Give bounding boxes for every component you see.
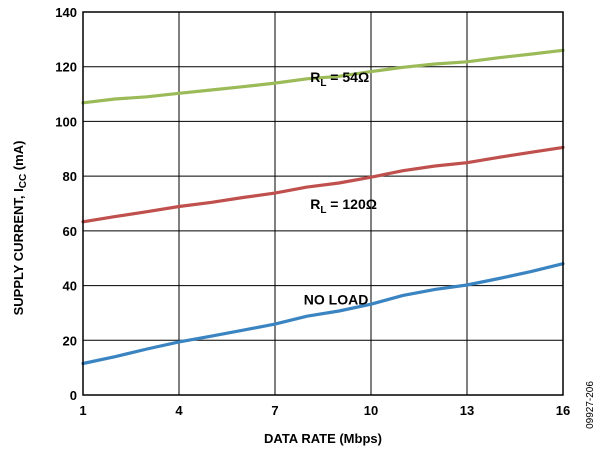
- annotation-subscript: L: [320, 205, 326, 216]
- y-axis-title-unit: (mA): [11, 141, 26, 174]
- annotation-main: R: [310, 69, 320, 85]
- series-line-1: [81, 48, 565, 105]
- x-tick-label: 16: [556, 403, 570, 418]
- y-tick-label: 60: [63, 224, 77, 239]
- grid-lines: [83, 12, 563, 395]
- y-axis-title: SUPPLY CURRENT, ICC (mA): [11, 141, 29, 316]
- y-axis-title-subscript: CC: [18, 174, 29, 188]
- series-line-3: [81, 262, 565, 366]
- x-tick-label: 1: [79, 403, 86, 418]
- annotation-subscript: L: [320, 78, 326, 89]
- annotation-rest: = 54Ω: [326, 69, 369, 85]
- annotation-main: R: [310, 196, 320, 212]
- x-tick-label: 10: [364, 403, 378, 418]
- x-tick-label: 4: [175, 403, 183, 418]
- series-lines: [81, 48, 565, 366]
- x-tick-label: 13: [460, 403, 474, 418]
- y-tick-label: 40: [63, 279, 77, 294]
- series-annotation-3: NO LOAD: [304, 292, 369, 308]
- annotation-main: NO LOAD: [304, 292, 369, 308]
- x-tick-label: 7: [271, 403, 278, 418]
- figure-id: 09927-206: [585, 381, 596, 429]
- series-annotation-2: RL = 120Ω: [310, 196, 377, 216]
- x-axis-title: DATA RATE (Mbps): [264, 431, 382, 446]
- y-tick-label: 20: [63, 333, 77, 348]
- y-axis-title-main: SUPPLY CURRENT, I: [11, 188, 26, 315]
- series-line-2: [81, 145, 565, 224]
- y-tick-label: 120: [55, 60, 77, 75]
- plot-frame: [82, 11, 564, 396]
- y-tick-labels: 0 20 40 60 80 100 120 140: [55, 5, 77, 403]
- y-tick-label: 0: [70, 388, 77, 403]
- y-tick-label: 140: [55, 5, 77, 20]
- x-tick-labels: 1 4 7 10 13 16: [79, 403, 570, 418]
- y-tick-label: 100: [55, 114, 77, 129]
- y-tick-label: 80: [63, 169, 77, 184]
- series-annotation-1: RL = 54Ω: [310, 69, 369, 89]
- annotation-rest: = 120Ω: [326, 196, 377, 212]
